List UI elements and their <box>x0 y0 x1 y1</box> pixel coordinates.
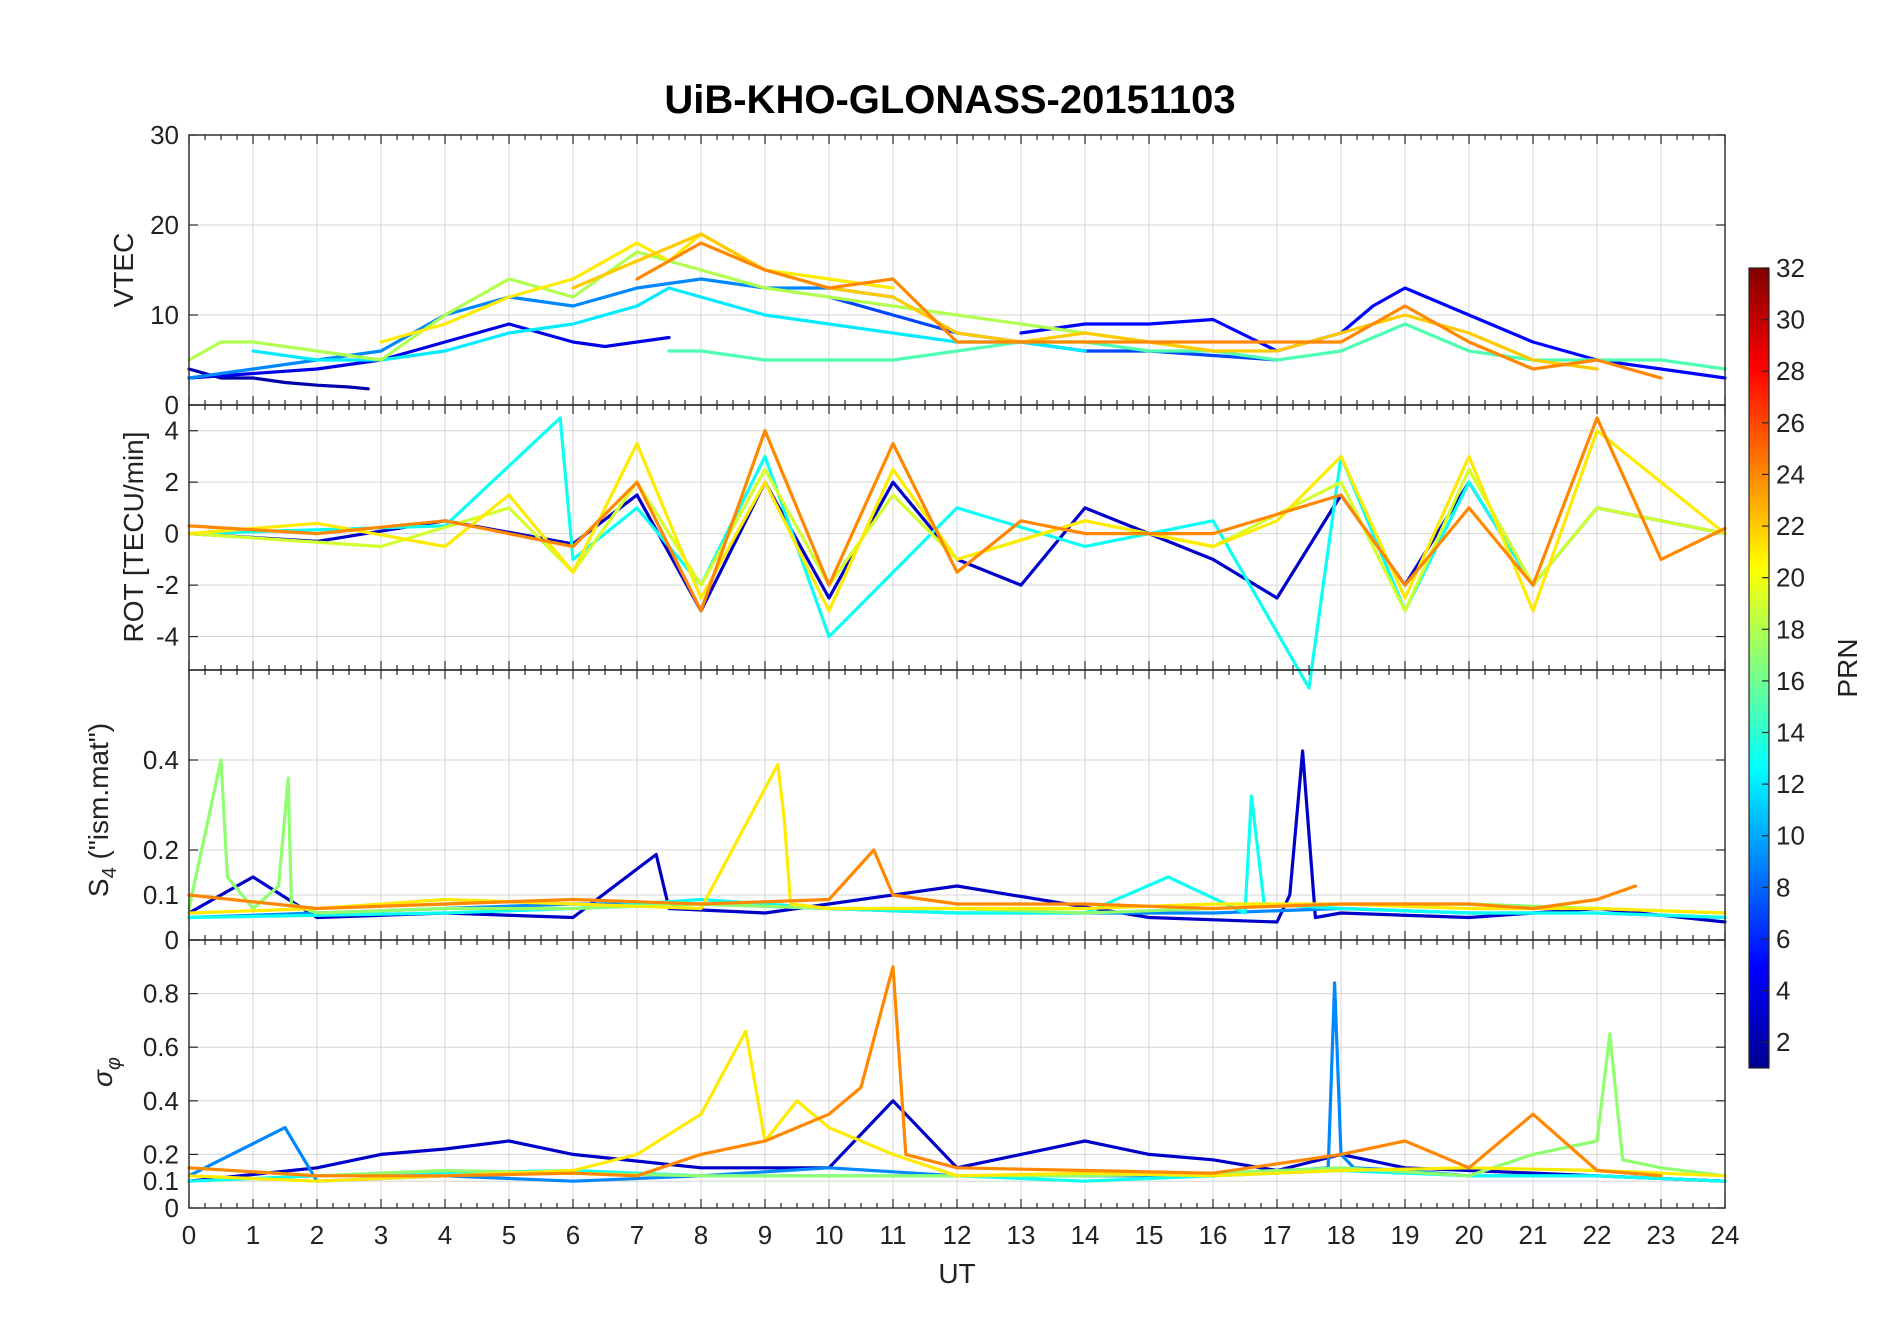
series-prn-3 <box>187 1099 1727 1183</box>
y-tick-label: 0.2 <box>143 835 179 865</box>
series-prn-4 <box>187 322 671 380</box>
x-tick-label: 15 <box>1135 1220 1164 1250</box>
series-prn-22 <box>571 232 1599 371</box>
x-tick-label: 22 <box>1583 1220 1612 1250</box>
colorbar-tick-label: 8 <box>1776 872 1790 902</box>
x-tick-label: 18 <box>1327 1220 1356 1250</box>
colorbar-tick-label: 6 <box>1776 924 1790 954</box>
panel-s4: 0 0.1 0.2 0.4 <box>143 669 1727 955</box>
y-axis-label-sigma: σφ <box>87 1057 125 1087</box>
x-tick-label: 24 <box>1711 1220 1740 1250</box>
x-tick-label: 6 <box>566 1220 580 1250</box>
x-tick-label: 2 <box>310 1220 324 1250</box>
colorbar-tick-label: 22 <box>1776 511 1805 541</box>
panel-rot: -4 -2 0 2 4 <box>156 404 1727 690</box>
panel-vtec: 0 10 20 30 <box>150 120 1727 420</box>
series-prn-15 <box>667 322 1727 371</box>
y-tick-label: 10 <box>150 300 179 330</box>
colorbar-label: PRN <box>1832 638 1863 697</box>
x-tick-label: 19 <box>1391 1220 1420 1250</box>
x-tick-label: 5 <box>502 1220 516 1250</box>
y-tick-label: -4 <box>156 622 179 652</box>
series-prn-21 <box>379 232 895 344</box>
y-axis-label-vtec: VTEC <box>108 233 139 308</box>
y-tick-label: 4 <box>165 416 179 446</box>
colorbar-tick-label: 16 <box>1776 666 1805 696</box>
x-tick-label: 11 <box>880 1220 907 1250</box>
series-prn-12 <box>251 286 1087 362</box>
y-axis-label-rot: ROT [TECU/min] <box>118 431 149 642</box>
x-tick-label: 3 <box>374 1220 388 1250</box>
series-prn-24 <box>635 241 1663 380</box>
x-tick-label: 17 <box>1263 1220 1292 1250</box>
x-tick-label: 7 <box>630 1220 644 1250</box>
series-prn-24 <box>187 965 1663 1178</box>
panels-group: 0102030-4-202400.10.20.400.10.20.40.60.8… <box>83 120 1727 1223</box>
x-tick-label: 14 <box>1071 1220 1100 1250</box>
x-tick-label: 9 <box>758 1220 772 1250</box>
y-tick-label: 0.2 <box>143 1139 179 1169</box>
colorbar-tick-label: 18 <box>1776 614 1805 644</box>
colorbar-tick-label: 28 <box>1776 356 1805 386</box>
x-tick-label: 0 <box>182 1220 196 1250</box>
colorbar-tick-label: 14 <box>1776 718 1805 748</box>
y-tick-label: 0.1 <box>143 1166 179 1196</box>
x-tick-label: 4 <box>438 1220 452 1250</box>
y-tick-label: 0 <box>165 925 179 955</box>
x-tick-label: 20 <box>1455 1220 1484 1250</box>
y-tick-label: 0 <box>165 390 179 420</box>
y-tick-label: 0.4 <box>143 745 179 775</box>
x-tick-label: 21 <box>1519 1220 1548 1250</box>
colorbar-tick-label: 12 <box>1776 769 1805 799</box>
series-prn-24 <box>187 848 1638 911</box>
y-tick-label: 20 <box>150 210 179 240</box>
series-prn-5 <box>1019 286 1727 380</box>
series-prn-24 <box>187 416 1727 613</box>
series-prn-21 <box>187 1029 1727 1183</box>
x-tick-label: 8 <box>694 1220 708 1250</box>
x-tick-label: 13 <box>1007 1220 1036 1250</box>
colorbar-tick-label: 4 <box>1776 976 1790 1006</box>
colorbar-tick-label: 32 <box>1776 253 1805 283</box>
y-tick-label: 0.6 <box>143 1032 179 1062</box>
colorbar-tick-label: 26 <box>1776 408 1805 438</box>
y-tick-label: 0 <box>165 1193 179 1223</box>
x-tick-label: 16 <box>1199 1220 1228 1250</box>
colorbar <box>1748 267 1770 1069</box>
series-prn-13 <box>187 416 1727 690</box>
x-tick-label: 23 <box>1647 1220 1676 1250</box>
chart-title: UiB-KHO-GLONASS-20151103 <box>664 78 1235 122</box>
y-tick-label: 2 <box>165 467 179 497</box>
colorbar-tick-label: 10 <box>1776 821 1805 851</box>
colorbar-tick-label: 20 <box>1776 563 1805 593</box>
panel-sigma: 00.10.2 0.4 0.6 0.8 <box>143 939 1727 1223</box>
colorbar-tick-label: 30 <box>1776 305 1805 335</box>
y-tick-label: 30 <box>150 120 179 150</box>
x-axis-label: UT <box>938 1258 975 1289</box>
panel-frame <box>188 939 1726 1209</box>
x-tick-label: 1 <box>246 1220 260 1250</box>
y-tick-label: 0 <box>165 519 179 549</box>
y-tick-label: 0.4 <box>143 1086 179 1116</box>
y-tick-label: -2 <box>156 570 179 600</box>
colorbar-tick-label: 24 <box>1776 459 1805 489</box>
x-tick-label: 12 <box>943 1220 972 1250</box>
y-axis-label-s4: S4 ("ism.mat") <box>83 723 121 897</box>
x-tick-label: 10 <box>815 1220 844 1250</box>
colorbar-tick-label: 2 <box>1776 1027 1790 1057</box>
x-axis-ticks: 0 1 2 3 4 5 6 7 8 9 10 11 12 13 14 15 16 17 18 19 20 21 22 23 24 <box>182 1220 1740 1250</box>
y-tick-label: 0.8 <box>143 979 179 1009</box>
series-prn-2 <box>187 367 370 391</box>
series-prn-21 <box>187 429 1727 613</box>
y-tick-label: 0.1 <box>143 880 179 910</box>
